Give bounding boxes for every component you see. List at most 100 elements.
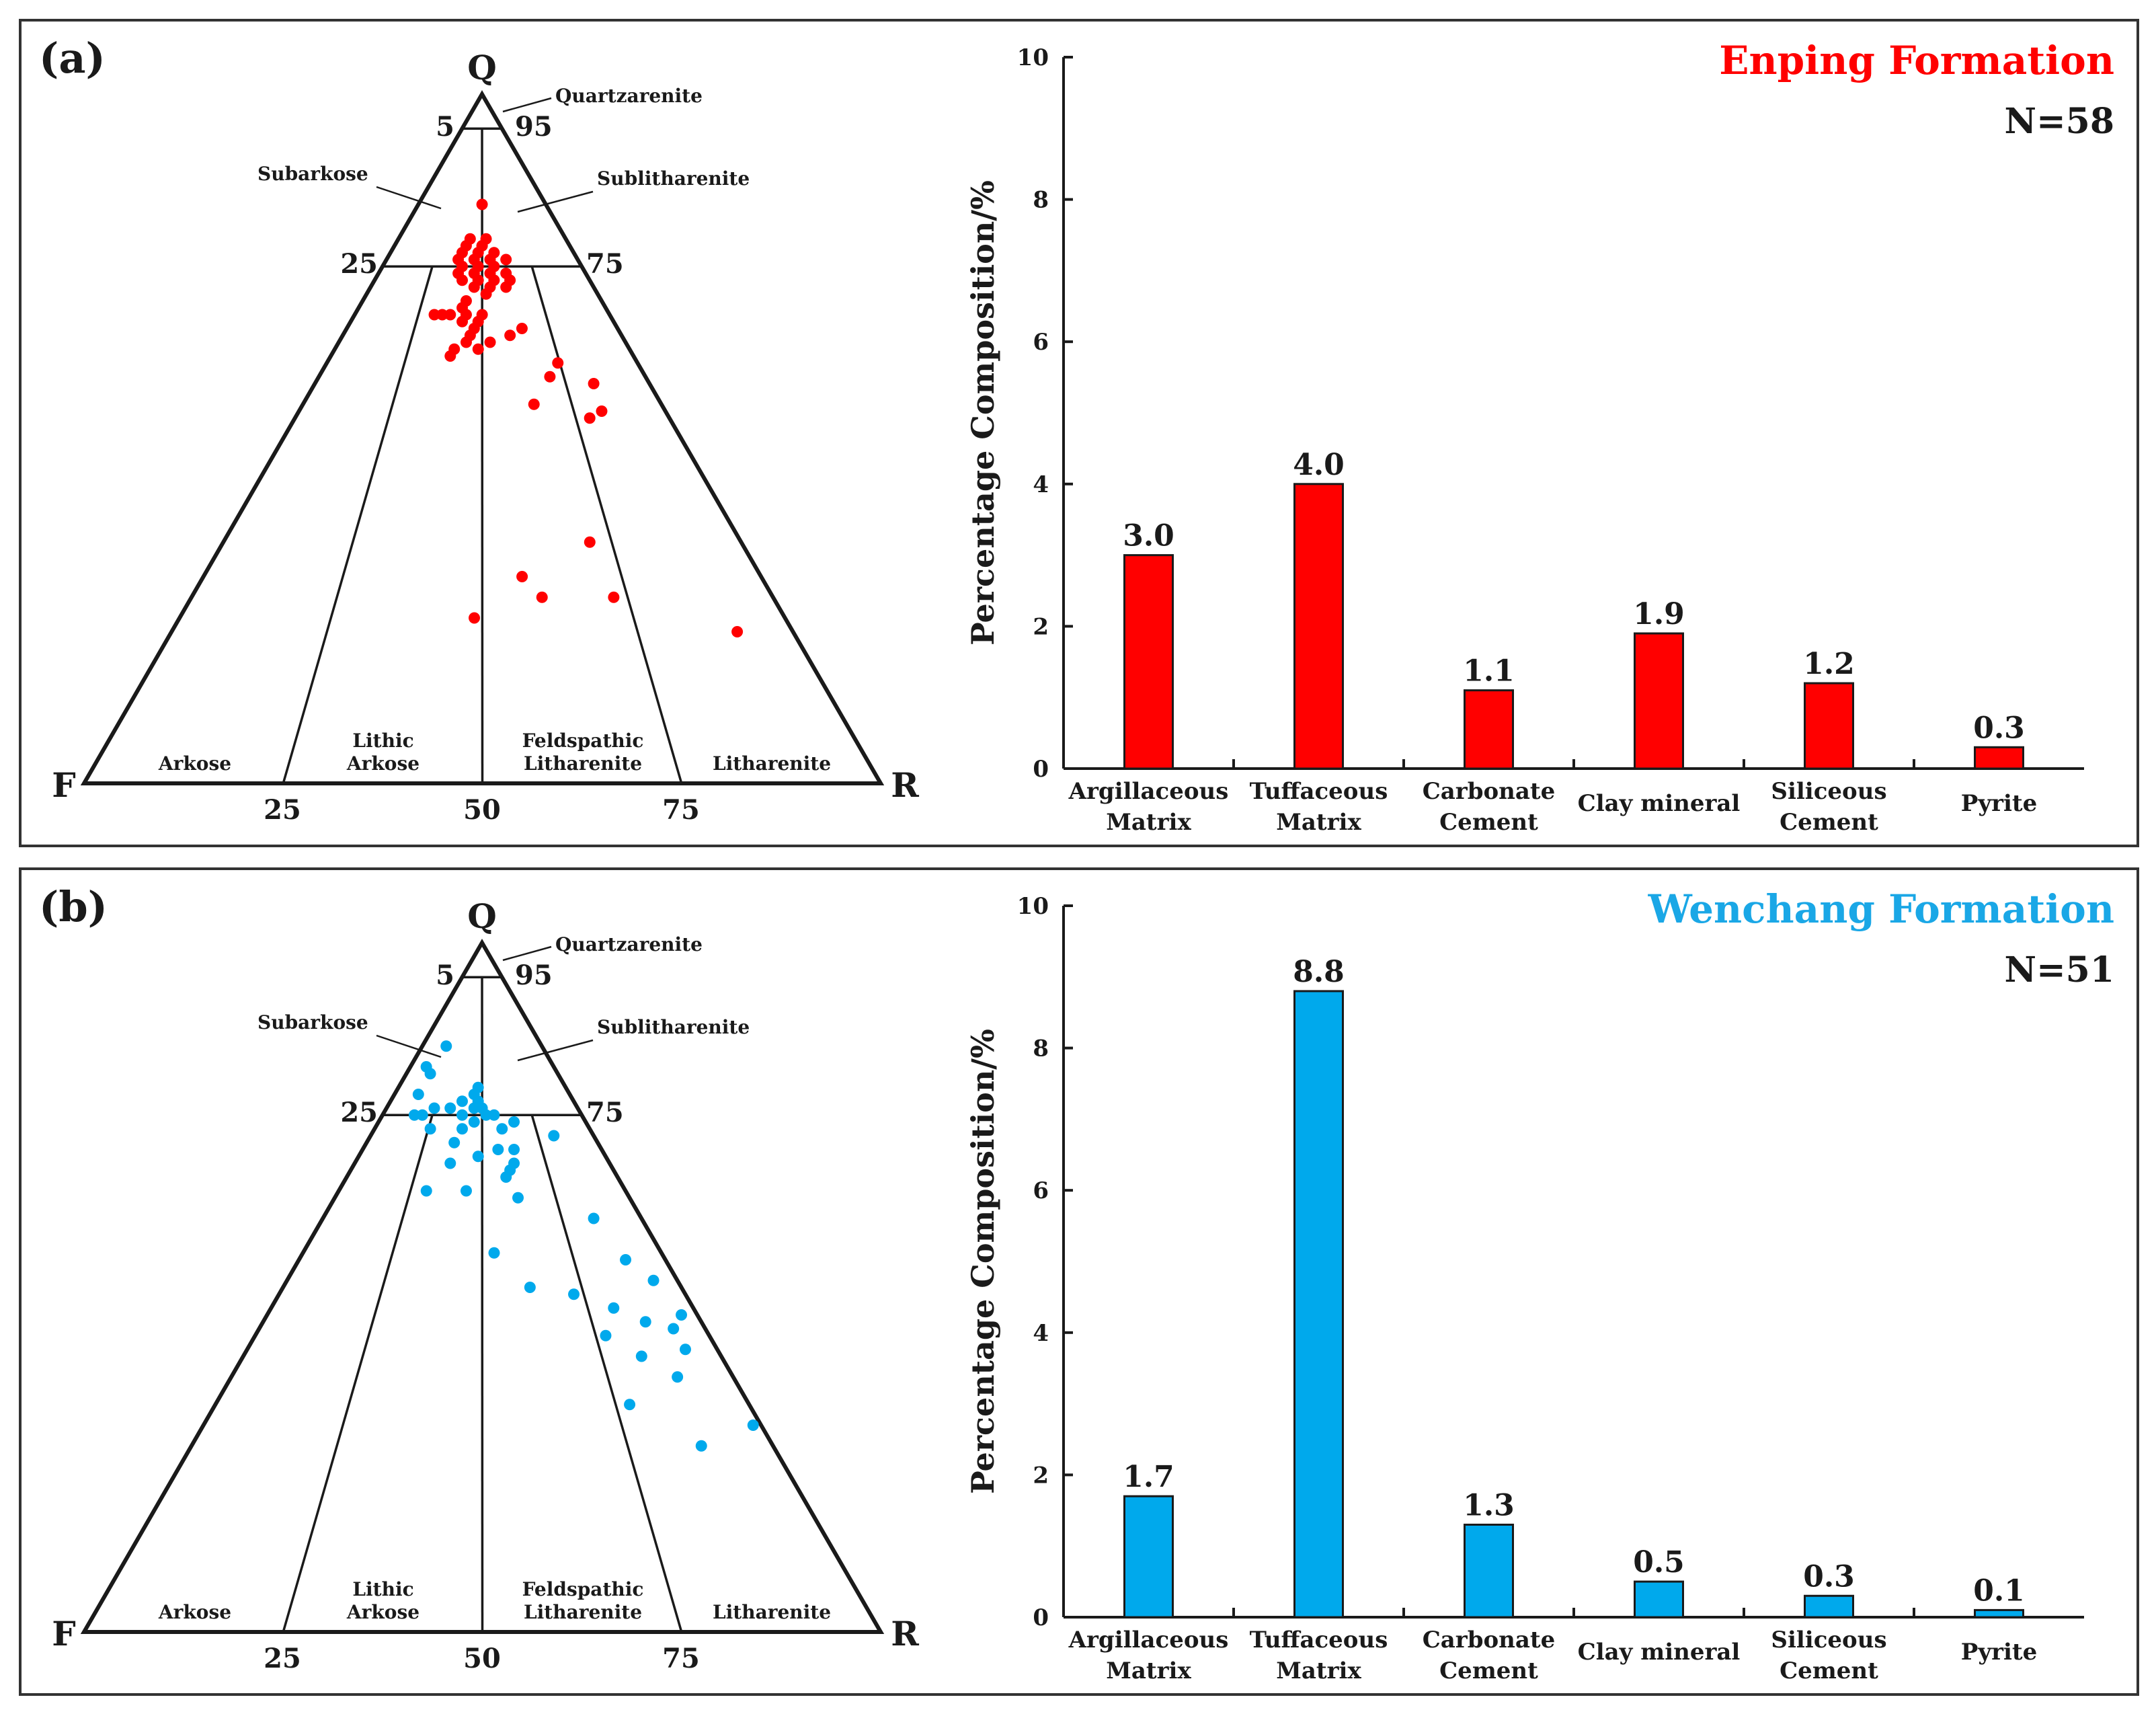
bar-value-label: 0.5: [1633, 1545, 1685, 1580]
sample-point: [588, 378, 600, 389]
bar: [1634, 632, 1684, 770]
category-label-line1: Tuffaceous: [1250, 778, 1388, 805]
bar: [1464, 689, 1514, 770]
category-label-line2: Matrix: [1106, 1658, 1191, 1684]
sample-point: [460, 1185, 472, 1197]
category-label-line2: Cement: [1439, 1658, 1538, 1684]
sample-point: [444, 350, 456, 362]
sample-point: [635, 1350, 647, 1362]
panel-frame: [19, 19, 2139, 847]
sample-point: [544, 371, 556, 383]
base-tick-label: 25: [264, 1643, 301, 1674]
leader-quartzarenite: [502, 945, 552, 962]
bar-value-label: 1.9: [1633, 597, 1685, 631]
y-tick-label: 0: [1033, 1604, 1049, 1631]
panel-a: (a) Q F R 25 50 75 5 95 25 75 Quartzarenite Subarkos…: [19, 19, 2139, 847]
leader-sublitharenite: [517, 190, 594, 213]
side-tick-95: 95: [515, 960, 553, 991]
sample-point: [424, 1123, 436, 1135]
field-label-lithic-arkose-1: Lithic: [352, 1578, 413, 1600]
field-label-litharenite: Litharenite: [713, 752, 831, 775]
sample-point: [448, 1136, 461, 1148]
sample-point: [500, 1171, 512, 1183]
category-label: Clay mineral: [1578, 1639, 1741, 1666]
sample-point: [424, 1068, 436, 1080]
ternary-points: [428, 198, 744, 637]
y-tick-label: 2: [1033, 613, 1049, 640]
side-tick-5: 5: [436, 960, 454, 991]
y-tick-label: 4: [1033, 471, 1049, 498]
ternary-points: [408, 1040, 759, 1452]
sample-point: [608, 591, 620, 603]
sample-point: [528, 398, 540, 410]
sample-point: [647, 1274, 660, 1286]
sample-point: [672, 1371, 684, 1383]
side-tick-95: 95: [515, 111, 553, 143]
sample-point: [472, 343, 484, 355]
sample-point: [624, 1399, 636, 1411]
sample-point: [548, 1130, 560, 1142]
bar: [1123, 1495, 1174, 1619]
field-label-quartzarenite: Quartzarenite: [555, 933, 703, 956]
sample-point: [679, 1343, 691, 1356]
base-tick-label: 75: [662, 794, 700, 826]
category-label-line1: Argillaceous: [1068, 1627, 1229, 1653]
sample-point: [420, 1185, 432, 1197]
sample-point: [620, 1254, 632, 1265]
sample-point: [440, 1040, 452, 1052]
sample-point: [524, 1282, 536, 1293]
category-label-line1: Siliceous: [1771, 1627, 1886, 1653]
category-label: Pyrite: [1961, 1639, 2038, 1666]
sample-point: [408, 1109, 420, 1121]
bar-value-label: 1.1: [1463, 654, 1515, 689]
field-label-arkose: Arkose: [158, 1601, 231, 1623]
sample-point: [695, 1440, 707, 1452]
bar-value-label: 1.2: [1803, 647, 1855, 681]
field-label-feldspathic-litharenite-2: Litharenite: [524, 752, 642, 775]
category-label-line1: Carbonate: [1423, 1627, 1556, 1653]
side-tick-25: 25: [340, 248, 378, 280]
leader-subarkose: [376, 186, 442, 210]
sample-point: [516, 571, 528, 582]
field-label-quartzarenite: Quartzarenite: [555, 85, 703, 107]
panel-frame: [19, 867, 2139, 1696]
sample-point: [456, 274, 469, 286]
field-label-sublitharenite: Sublitharenite: [597, 167, 750, 190]
field-label-lithic-arkose-2: Arkose: [346, 1601, 420, 1623]
field-label-feldspathic-litharenite-1: Feldspathic: [522, 1578, 644, 1600]
sample-point: [504, 329, 516, 342]
side-tick-25: 25: [340, 1097, 378, 1128]
category-label-line2: Matrix: [1276, 809, 1361, 836]
y-axis-label: Percentage Composition/%: [965, 180, 1001, 646]
field-label-feldspathic-litharenite-1: Feldspathic: [522, 730, 644, 752]
ratio-25-line: [282, 266, 434, 784]
sample-point: [488, 1247, 500, 1259]
category-label-line2: Matrix: [1106, 809, 1191, 836]
bar-chart: 0 2 4 6 8 10 Percentage Composition/% 3.0 Argill…: [965, 38, 2114, 836]
category-label: Clay mineral: [1578, 790, 1741, 817]
bar: [1464, 1523, 1514, 1619]
y-tick-label: 8: [1033, 1036, 1049, 1062]
sample-point: [444, 1102, 456, 1114]
sample-point: [512, 1192, 524, 1204]
base-tick-label: 50: [463, 794, 501, 826]
bar: [1123, 554, 1174, 770]
category-label: Pyrite: [1961, 790, 2038, 817]
field-label-arkose: Arkose: [158, 752, 231, 775]
bar-value-label: 0.3: [1803, 1559, 1855, 1594]
sample-point: [588, 1212, 600, 1224]
sample-point: [476, 198, 488, 210]
field-label-sublitharenite: Sublitharenite: [597, 1016, 750, 1038]
field-label-lithic-arkose-2: Arkose: [346, 752, 420, 775]
y-tick-label: 6: [1033, 329, 1049, 356]
sample-point: [508, 1116, 520, 1128]
sample-point: [468, 281, 480, 293]
sample-point: [508, 1144, 520, 1155]
bar: [1293, 483, 1344, 770]
bar: [1974, 1608, 2024, 1619]
sample-point: [436, 309, 448, 321]
bar-chart: 0 2 4 6 8 10 Percentage Composition/% 1.7 Argill…: [965, 886, 2114, 1684]
sample-point: [552, 357, 564, 369]
y-tick-label: 10: [1017, 44, 1049, 71]
sample-point: [568, 1288, 580, 1300]
